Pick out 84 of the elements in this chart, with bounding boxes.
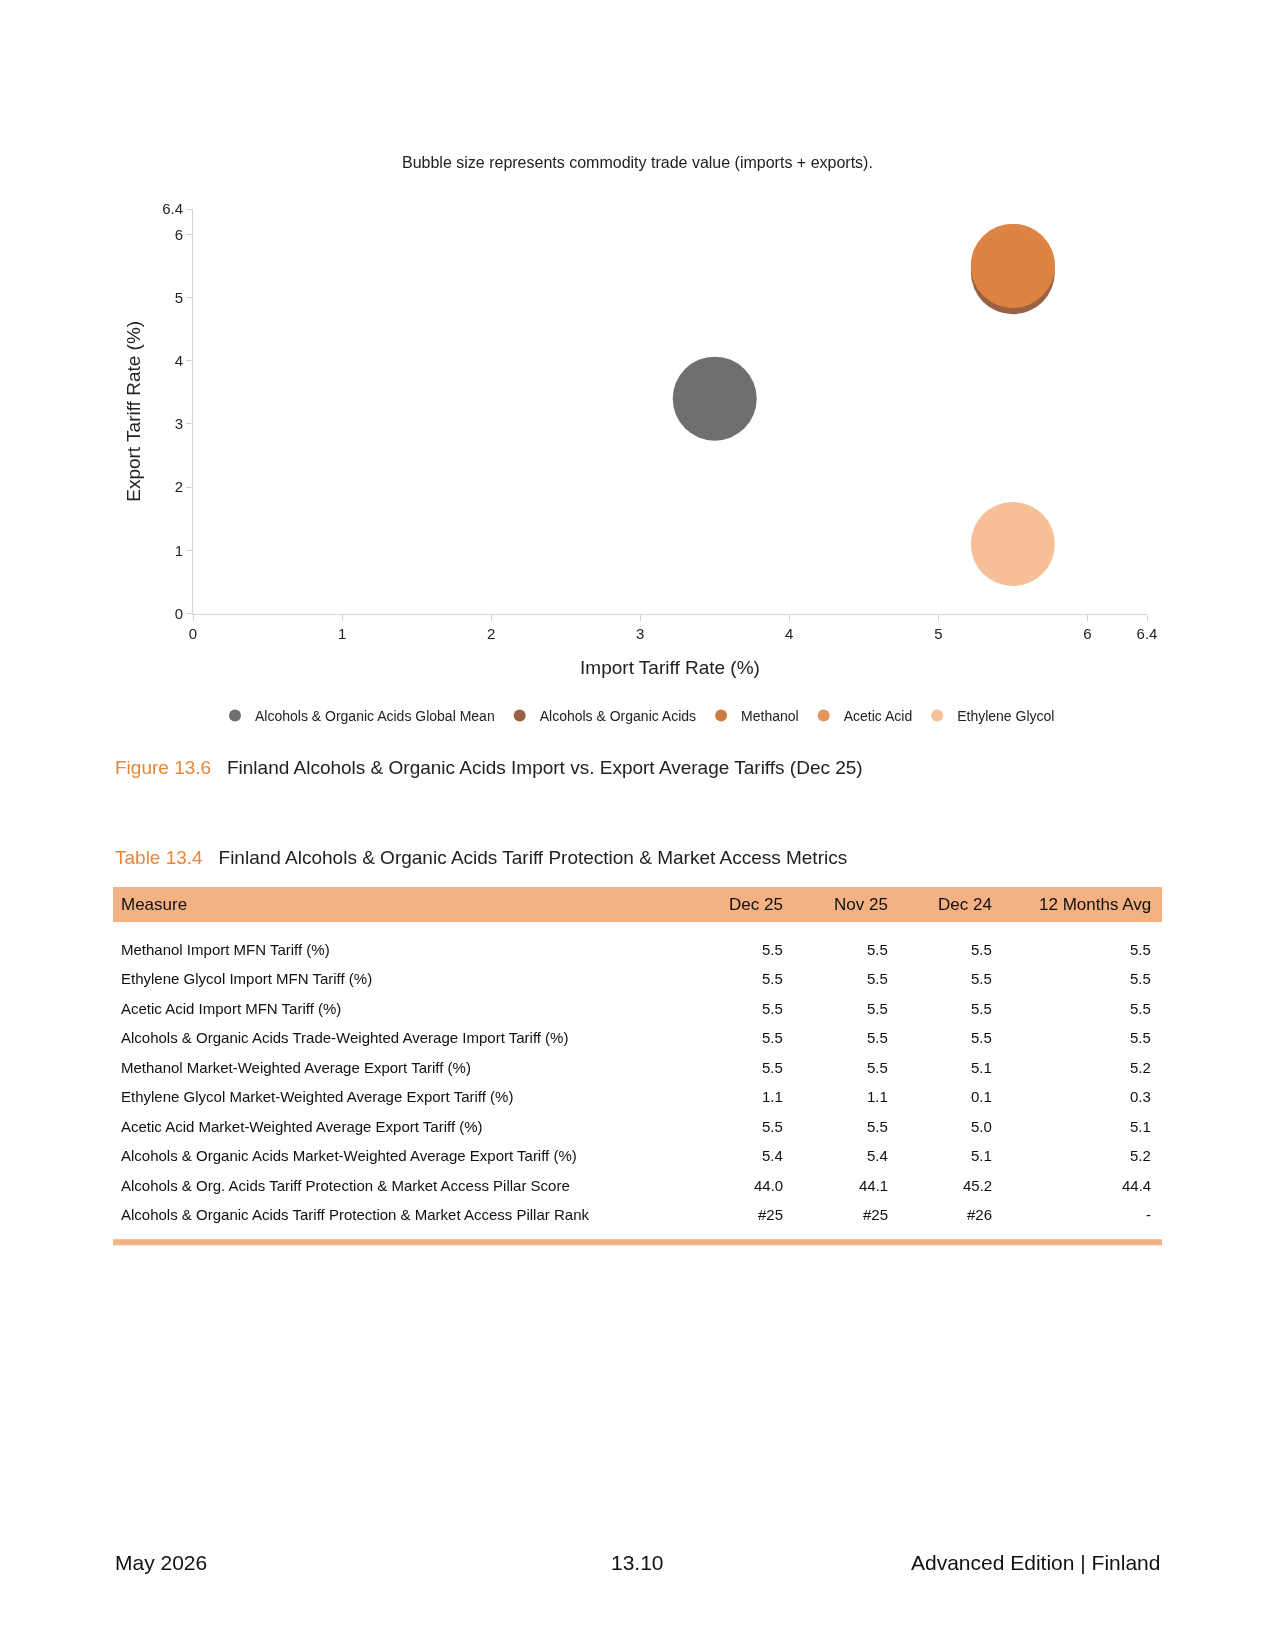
chart-subtitle: Bubble size represents commodity trade value (imports + exports).	[402, 154, 873, 171]
text: 5.5	[1130, 970, 1151, 987]
x-tick-label: 5	[934, 624, 943, 642]
text: 5.5	[1130, 941, 1151, 958]
text: 5.2	[1130, 1059, 1151, 1076]
text: 5.4	[867, 1147, 888, 1164]
text: 5.5	[867, 941, 888, 958]
text: 5.4	[762, 1147, 783, 1164]
text: 5.2	[1130, 1147, 1151, 1164]
y-tick-label: 0	[174, 604, 183, 622]
text: 5.5	[762, 1059, 783, 1076]
text: 5.5	[867, 1000, 888, 1017]
text: 5.5	[762, 1029, 783, 1046]
legend-label: Acetic Acid	[843, 708, 913, 725]
text: Advanced Edition | Finland	[911, 1551, 1161, 1574]
text: 45.2	[963, 1177, 993, 1194]
text: 5.1	[971, 1147, 992, 1164]
text: Measure	[121, 895, 188, 914]
category-label: Acetic Acid Market-Weighted Average Export Tariff (%)	[121, 1118, 483, 1135]
text: 5.1	[1130, 1118, 1151, 1135]
text: 0.1	[971, 1088, 992, 1105]
category-label: Alcohols & Organic Acids Trade-Weighted Average Import Tariff (%)	[121, 1029, 569, 1046]
y-tick-label: 6	[174, 225, 183, 243]
legend-label: Ethylene Glycol	[957, 708, 1055, 725]
text: #25	[758, 1206, 784, 1223]
text: 5.5	[762, 941, 783, 958]
text: 5.5	[867, 1059, 888, 1076]
text: Table 13.4 Finland Alcohols & Organic Acids Tariff Protection & Market Access Metrics	[115, 847, 848, 868]
text: 5.5	[971, 970, 992, 987]
x-tick-label: 6.4	[1136, 624, 1158, 642]
legend-label: Alcohols & Organic Acids Global Mean	[255, 708, 495, 725]
text: 44.4	[1122, 1177, 1152, 1194]
x-tick-label: 6	[1083, 624, 1092, 642]
text: -	[1146, 1206, 1151, 1223]
category-label: Alcohols & Organic Acids Market-Weighted Average Export Tariff (%)	[121, 1147, 577, 1164]
y-axis-title: Export Tariff Rate (%)	[122, 320, 144, 502]
category-label: Methanol Market-Weighted Average Export Tariff (%)	[121, 1059, 471, 1076]
text: 5.5	[762, 1118, 783, 1135]
text: 1.1	[762, 1088, 783, 1105]
y-tick-label: 3	[174, 415, 183, 433]
category-label: Acetic Acid Import MFN Tariff (%)	[121, 1000, 342, 1017]
text: 5.1	[971, 1059, 992, 1076]
category-label: Alcohols & Organic Acids Tariff Protection & Market Access Pillar Rank	[121, 1206, 589, 1223]
text: 44.1	[859, 1177, 889, 1194]
text: 5.5	[971, 1000, 992, 1017]
category-label: Dec 24	[938, 895, 992, 914]
text: 5.5	[1130, 1000, 1151, 1017]
category-label: 12 Months Avg	[1039, 895, 1152, 914]
text: #26	[967, 1206, 993, 1223]
text: 1.1	[867, 1088, 888, 1105]
y-tick-label: 1	[174, 541, 183, 559]
text: 5.5	[762, 1000, 783, 1017]
category-label: Ethylene Glycol Import MFN Tariff (%)	[121, 970, 373, 987]
x-tick-label: 1	[337, 624, 347, 642]
y-tick-label: 5	[174, 288, 183, 306]
text: 13.10	[611, 1551, 664, 1574]
category-label: Dec 25	[729, 895, 783, 914]
x-tick-label: 3	[636, 624, 645, 642]
text: #25	[863, 1206, 889, 1223]
text: 5.0	[971, 1118, 992, 1135]
legend-label: Methanol	[741, 708, 799, 725]
text: 5.5	[762, 970, 783, 987]
category-label: Ethylene Glycol Market-Weighted Average Export Tariff (%)	[121, 1088, 514, 1105]
x-tick-label: 0	[188, 624, 198, 642]
x-axis-title: Import Tariff Rate (%)	[580, 657, 760, 679]
text: 5.5	[867, 1118, 888, 1135]
text: May 2026	[115, 1551, 208, 1574]
text: 44.0	[754, 1177, 784, 1194]
legend-label: Alcohols & Organic Acids	[539, 708, 697, 725]
text: 0.3	[1130, 1088, 1151, 1105]
category-label: Nov 25	[834, 895, 888, 914]
text: 5.5	[1130, 1029, 1151, 1046]
text: 5.5	[971, 941, 992, 958]
category-label: Alcohols & Org. Acids Tariff Protection & Market Access Pillar Score	[121, 1177, 570, 1194]
y-tick-label: 6.4	[162, 200, 183, 218]
y-tick-label: 4	[174, 351, 183, 369]
text: Figure 13.6 Finland Alcohols & Organic Acids Import vs. Export Average Tariffs (Dec 25)	[115, 757, 863, 778]
category-label: Methanol Import MFN Tariff (%)	[121, 941, 330, 958]
x-tick-label: 4	[785, 624, 794, 642]
text: 5.5	[971, 1029, 992, 1046]
x-tick-label: 2	[486, 624, 496, 642]
text: 5.5	[867, 970, 888, 987]
y-tick-label: 2	[174, 478, 183, 496]
text: 5.5	[867, 1029, 888, 1046]
